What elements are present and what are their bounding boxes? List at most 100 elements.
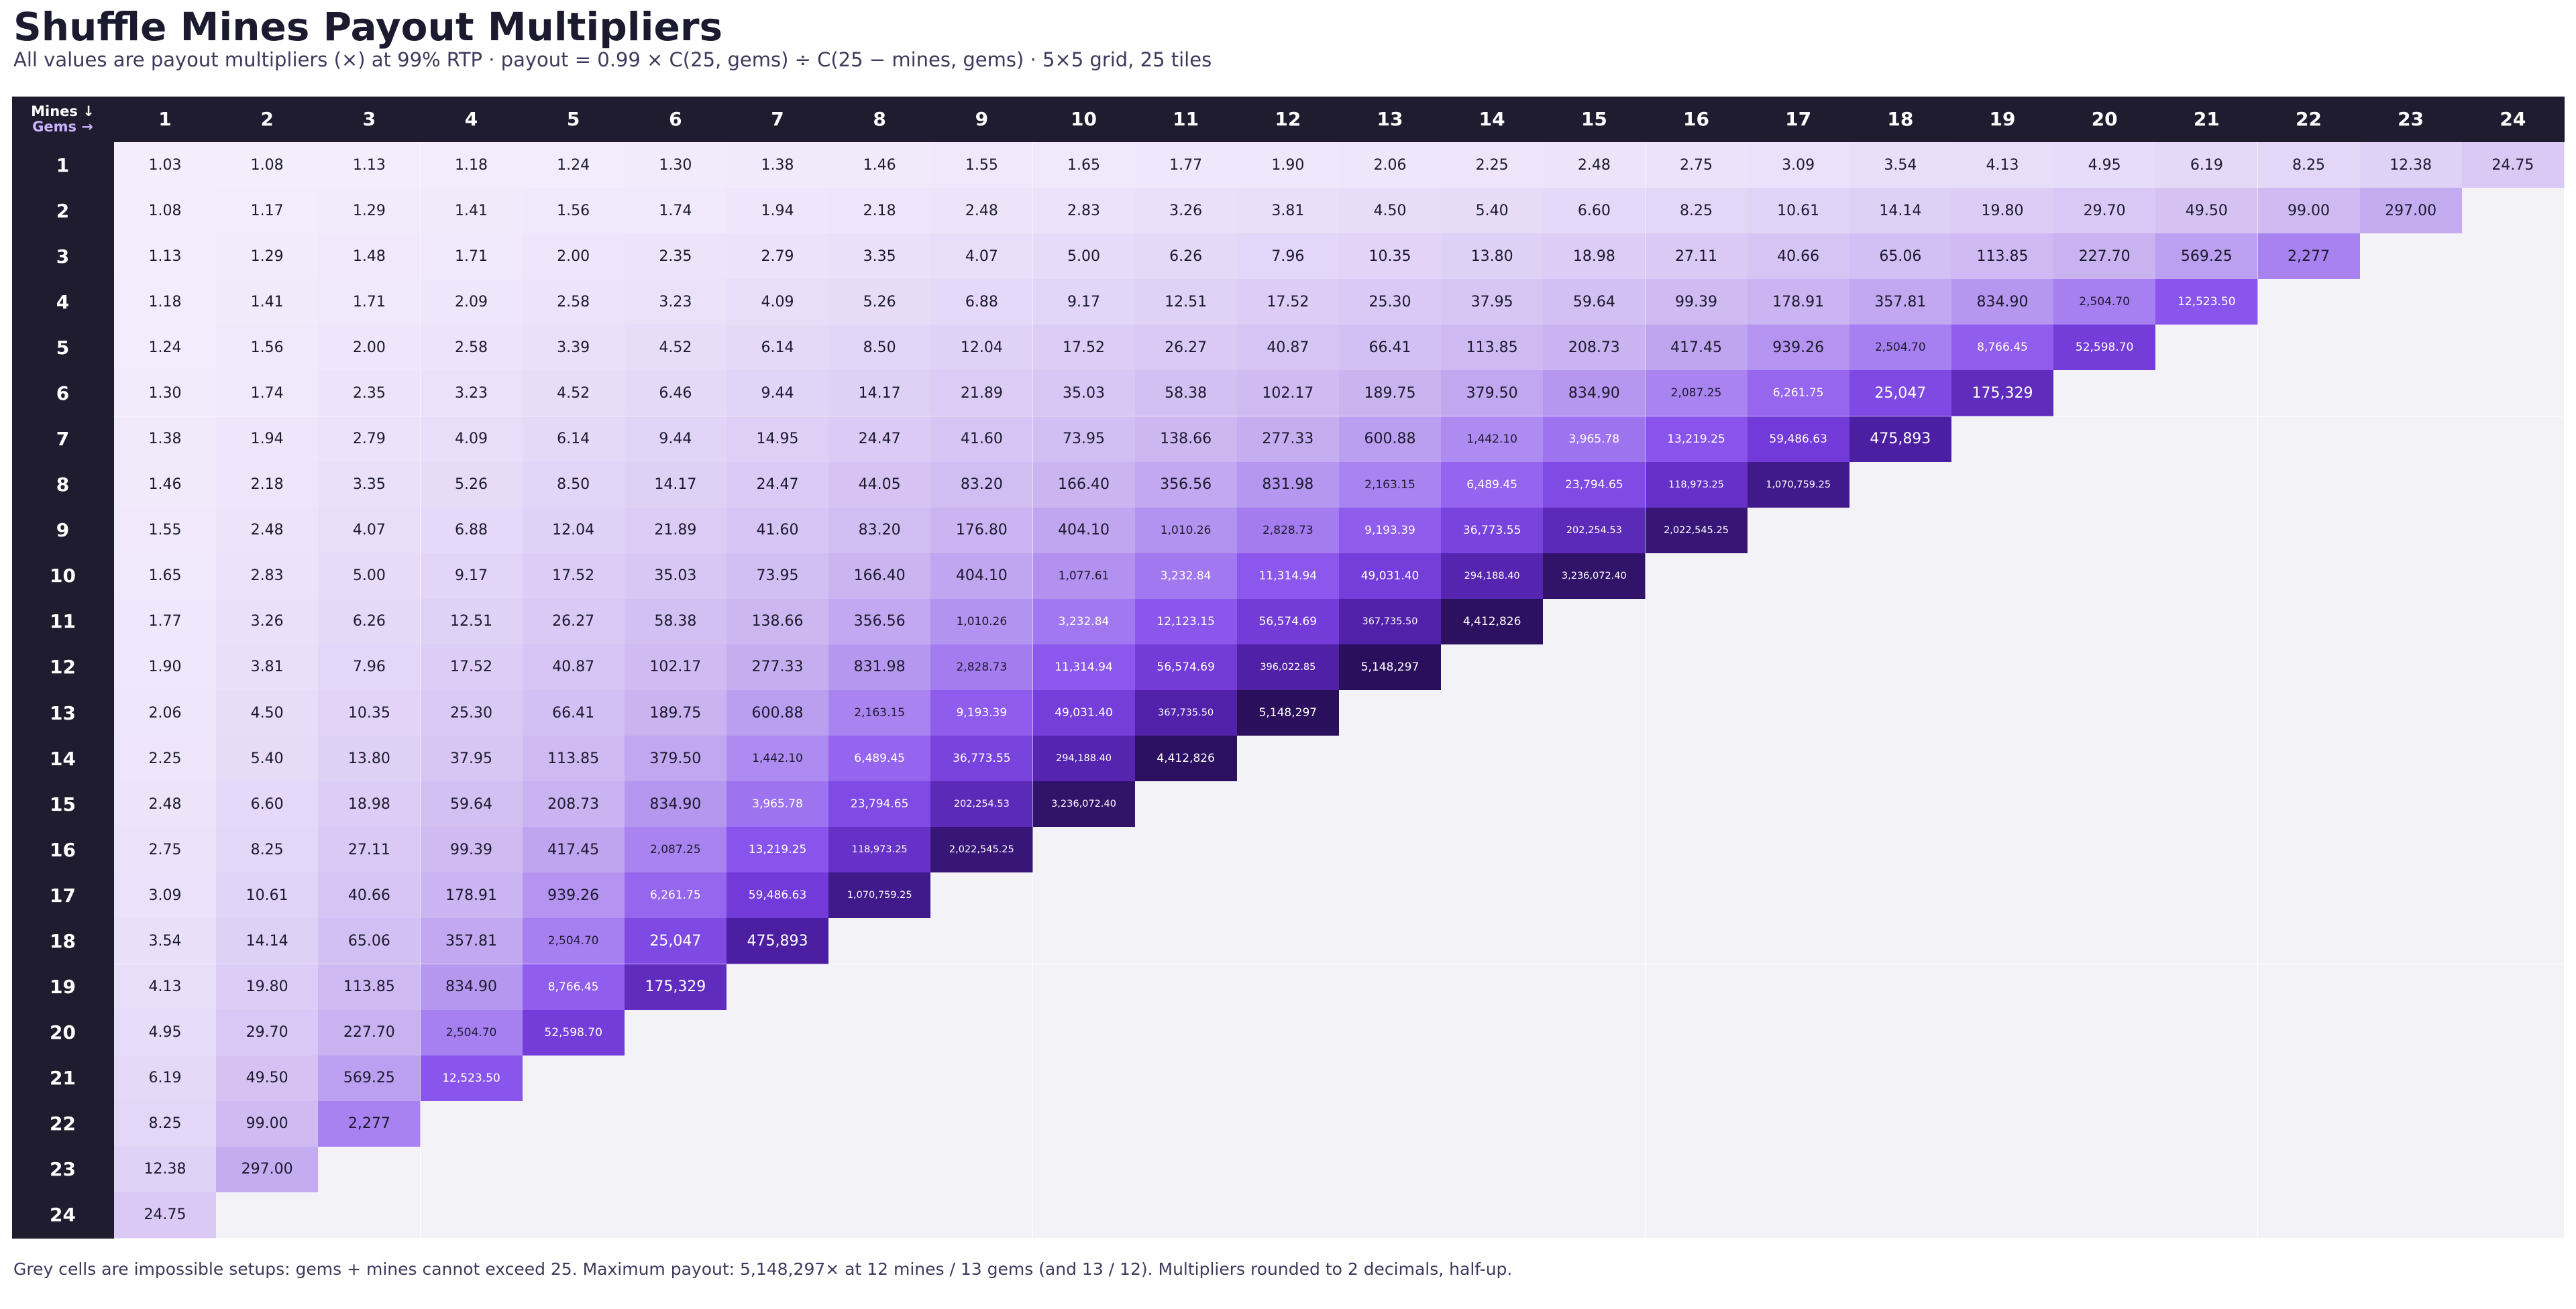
row-header: 13: [12, 690, 114, 736]
heatmap-cell-empty: [1849, 1100, 1952, 1147]
heatmap-cell: 1,010.26: [930, 598, 1034, 645]
heatmap-cell: 49,031.40: [1339, 553, 1442, 600]
heatmap-cell-empty: [1747, 736, 1850, 783]
heatmap-cell: 113.85: [318, 964, 421, 1011]
heatmap-cell: 1,077.61: [1032, 553, 1136, 600]
col-header: 17: [1747, 97, 1850, 142]
heatmap-cell: 25.30: [1339, 279, 1442, 326]
col-axis-label: Gems →: [32, 118, 93, 135]
heatmap-cell: 23,794.65: [828, 781, 932, 828]
heatmap-cell: 25,047: [1849, 370, 1952, 417]
heatmap-cell: 13,219.25: [727, 827, 829, 874]
heatmap-cell: 175,329: [1951, 370, 2054, 417]
heatmap-cell-empty: [420, 1146, 523, 1193]
heatmap-cell-empty: [2461, 781, 2565, 828]
col-header: 21: [2155, 97, 2259, 142]
heatmap-cell: 1.30: [624, 142, 727, 188]
heatmap-cell-empty: [2461, 690, 2565, 736]
heatmap-cell-empty: [1441, 918, 1544, 965]
heatmap-cell: 1.55: [114, 507, 217, 554]
heatmap-cell: 3.09: [1747, 142, 1850, 188]
heatmap-cell: 8.50: [522, 461, 625, 508]
heatmap-cell: 4,412,826: [1134, 736, 1238, 783]
heatmap-cell-empty: [2155, 325, 2259, 372]
row-header: 5: [12, 325, 114, 372]
heatmap-cell-empty: [2155, 964, 2259, 1011]
heatmap-cell: 4.07: [930, 233, 1034, 280]
heatmap-cell: 2.06: [1339, 142, 1442, 188]
heatmap-cell: 2,163.15: [1339, 461, 1442, 508]
heatmap-cell-empty: [2461, 598, 2565, 645]
heatmap-cell-empty: [2359, 872, 2463, 919]
heatmap-cell-empty: [1849, 1192, 1952, 1239]
heatmap-cell: 2,277: [2257, 233, 2361, 280]
heatmap-cell: 2,022,545.25: [930, 827, 1034, 874]
heatmap-cell: 396,022.85: [1236, 644, 1340, 691]
heatmap-cell-empty: [420, 1100, 523, 1147]
heatmap-cell: 40.66: [1747, 233, 1850, 280]
heatmap-cell: 73.95: [1032, 416, 1136, 463]
heatmap-cell-empty: [1134, 781, 1238, 828]
heatmap-cell-empty: [1236, 781, 1340, 828]
heatmap-cell: 9.17: [420, 553, 523, 600]
heatmap-cell-empty: [1441, 872, 1544, 919]
heatmap-cell-empty: [2155, 644, 2259, 691]
heatmap-cell-empty: [2359, 644, 2463, 691]
heatmap-cell-empty: [1032, 964, 1136, 1011]
heatmap-cell: 36,773.55: [1441, 507, 1544, 554]
row-header: 11: [12, 598, 114, 645]
heatmap-cell: 65.06: [1849, 233, 1952, 280]
heatmap-cell-empty: [930, 964, 1034, 1011]
heatmap-cell: 404.10: [930, 553, 1034, 600]
heatmap-cell-empty: [828, 1055, 932, 1102]
heatmap-cell-empty: [2461, 461, 2565, 508]
heatmap-cell: 227.70: [2053, 233, 2157, 280]
heatmap-cell-empty: [2257, 507, 2361, 554]
heatmap-cell-empty: [2257, 644, 2361, 691]
heatmap-cell: 569.25: [2155, 233, 2259, 280]
heatmap-cell: 1,070,759.25: [828, 872, 932, 919]
heatmap-cell: 52,598.70: [522, 1009, 625, 1056]
heatmap-cell: 1.90: [1236, 142, 1340, 188]
heatmap-cell: 18.98: [1543, 233, 1646, 280]
heatmap-cell-empty: [2461, 827, 2565, 874]
heatmap-cell: 25,047: [624, 918, 727, 965]
heatmap-cell: 6.60: [216, 781, 319, 828]
heatmap-cell-empty: [1951, 598, 2054, 645]
heatmap-cell: 357.81: [1849, 279, 1952, 326]
heatmap-cell-empty: [1543, 598, 1646, 645]
heatmap-cell-empty: [1032, 1009, 1136, 1056]
heatmap-cell-empty: [1645, 598, 1748, 645]
heatmap-cell: 277.33: [727, 644, 829, 691]
heatmap-cell-empty: [727, 1146, 829, 1193]
heatmap-cell: 10.35: [1339, 233, 1442, 280]
heatmap-cell-empty: [1951, 872, 2054, 919]
heatmap-cell: 10.35: [318, 690, 421, 736]
heatmap-cell-empty: [2155, 416, 2259, 463]
heatmap-cell-empty: [1339, 1192, 1442, 1239]
heatmap-cell-empty: [1441, 781, 1544, 828]
heatmap-cell: 49,031.40: [1032, 690, 1136, 736]
heatmap-cell-empty: [2461, 1100, 2565, 1147]
heatmap-cell: 24.47: [828, 416, 932, 463]
heatmap-cell: 26.27: [522, 598, 625, 645]
heatmap-cell: 23,794.65: [1543, 461, 1646, 508]
heatmap-cell-empty: [1339, 690, 1442, 736]
heatmap-cell-empty: [2359, 233, 2463, 280]
heatmap-cell: 1,442.10: [727, 736, 829, 783]
heatmap-cell-empty: [1236, 1192, 1340, 1239]
heatmap-cell-empty: [522, 1100, 625, 1147]
heatmap-cell-empty: [2257, 1055, 2361, 1102]
axis-corner-label: Mines ↓ Gems →: [12, 97, 114, 142]
heatmap-cell-empty: [1441, 1146, 1544, 1193]
heatmap-cell: 8.50: [828, 325, 932, 372]
heatmap-cell-empty: [1951, 416, 2054, 463]
heatmap-cell: 2.48: [216, 507, 319, 554]
heatmap-cell: 2.83: [1032, 188, 1136, 235]
heatmap-cell: 2.00: [318, 325, 421, 372]
heatmap-cell: 6.26: [1134, 233, 1238, 280]
heatmap-cell-empty: [1032, 1100, 1136, 1147]
heatmap-cell-empty: [2359, 1146, 2463, 1193]
heatmap-cell-empty: [930, 1192, 1034, 1239]
heatmap-cell-empty: [1849, 1009, 1952, 1056]
